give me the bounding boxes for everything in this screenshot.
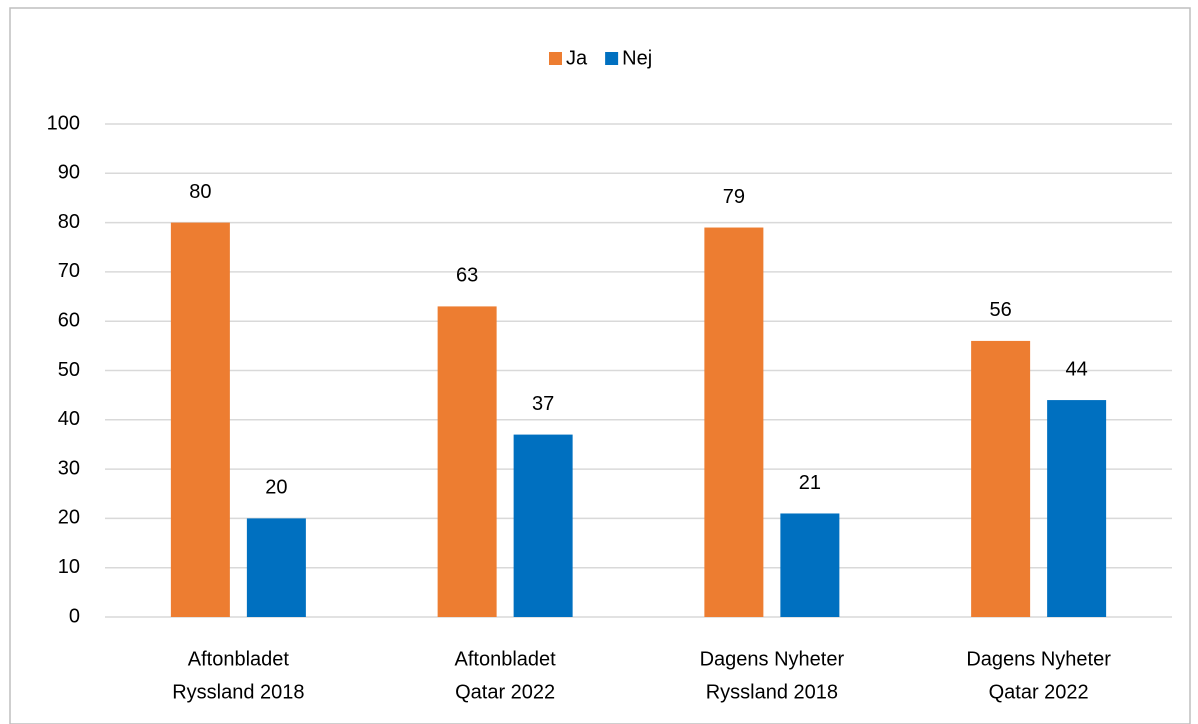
y-tick-label: 70 (58, 260, 80, 282)
data-label: 56 (990, 299, 1012, 321)
y-tick-label: 80 (58, 211, 80, 233)
x-tick-label: Aftonbladet (188, 648, 290, 670)
bar (704, 227, 764, 617)
y-tick-label: 50 (58, 359, 80, 381)
data-label: 44 (1066, 358, 1088, 380)
x-tick-label: Aftonbladet (455, 648, 557, 670)
x-tick-label: Qatar 2022 (455, 681, 555, 703)
y-tick-label: 10 (58, 556, 80, 578)
data-label: 21 (799, 472, 821, 494)
x-tick-label: Dagens Nyheter (700, 648, 845, 670)
y-tick-label: 0 (69, 605, 80, 627)
data-label: 37 (532, 393, 554, 415)
legend-swatch (549, 52, 562, 65)
data-label: 80 (189, 181, 211, 203)
bar (971, 340, 1031, 617)
data-label: 79 (723, 186, 745, 208)
y-tick-label: 30 (58, 457, 80, 479)
bar (437, 306, 497, 617)
legend-swatch (605, 52, 619, 65)
x-tick-label: Ryssland 2018 (706, 681, 838, 703)
data-label: 20 (265, 477, 287, 499)
x-tick-label: Ryssland 2018 (172, 681, 304, 703)
y-tick-label: 60 (58, 309, 80, 331)
bar (1047, 400, 1107, 617)
y-tick-label: 40 (58, 408, 80, 430)
y-tick-label: 20 (58, 507, 80, 529)
bar (780, 513, 840, 617)
legend-label: Ja (566, 47, 588, 69)
bar (170, 222, 230, 617)
x-tick-label: Dagens Nyheter (966, 648, 1111, 670)
data-label: 63 (456, 265, 478, 287)
y-tick-label: 100 (47, 112, 80, 134)
y-tick-label: 90 (58, 162, 80, 184)
bar (513, 434, 573, 617)
x-tick-label: Qatar 2022 (989, 681, 1089, 703)
bar (246, 518, 306, 617)
legend-label: Nej (622, 47, 652, 69)
